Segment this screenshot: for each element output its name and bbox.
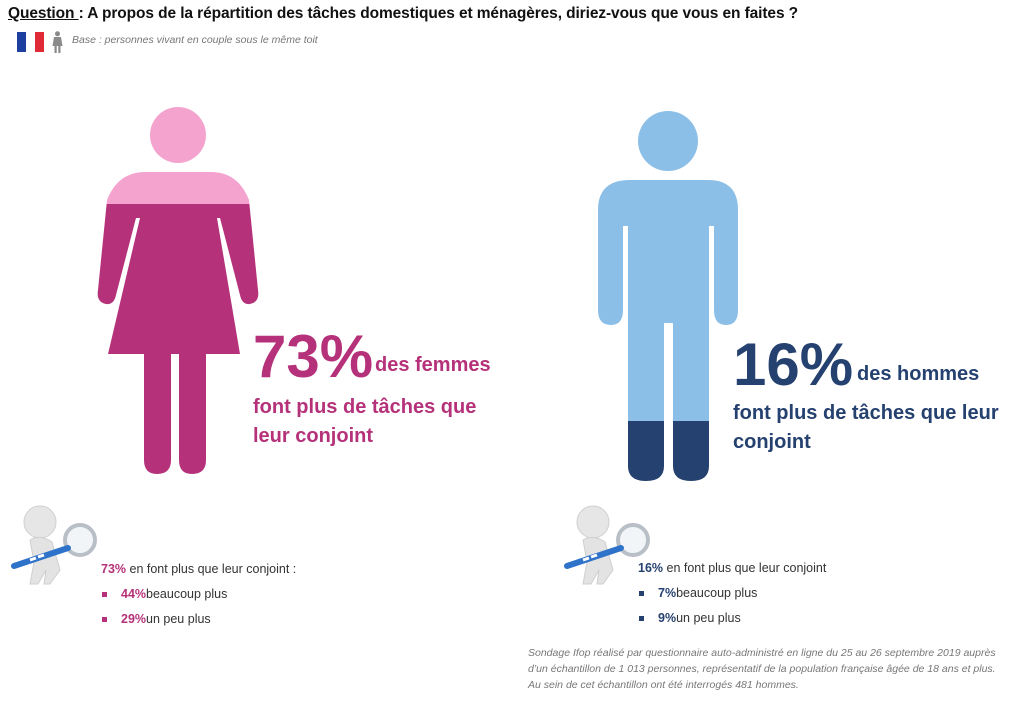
women-detail-headline: 73% en font plus que leur conjoint : <box>101 557 296 582</box>
men-percentage: 16% <box>733 331 854 398</box>
men-detail-headline: 16% en font plus que leur conjoint <box>638 556 826 581</box>
women-label: des femmes <box>375 354 491 376</box>
item-label: un peu plus <box>146 612 211 626</box>
item-pct: 7% <box>658 586 677 600</box>
item-pct: 9% <box>658 611 677 625</box>
survey-footnote: Sondage Ifop réalisé par questionnaire a… <box>528 647 996 691</box>
men-label: des hommes <box>857 363 980 385</box>
person-icon <box>52 31 63 53</box>
item-label: beaucoup plus <box>676 586 758 600</box>
bullet-icon <box>102 617 107 622</box>
women-detail-text: en font plus que leur conjoint : <box>126 562 297 576</box>
men-detail-pct: 16% <box>638 561 664 575</box>
list-item: 29% un peu plus <box>101 607 296 632</box>
men-subtitle: font plus de tâches que leur conjoint <box>733 402 999 453</box>
question-text: : A propos de la répartition des tâches … <box>78 5 799 22</box>
list-item: 44% beaucoup plus <box>101 582 296 607</box>
bullet-icon <box>639 591 644 596</box>
women-percentage: 73% <box>253 323 374 390</box>
men-detail: 16% en font plus que leur conjoint 7% be… <box>638 556 826 631</box>
magnifier-figure-icon <box>10 500 100 588</box>
magnifier-figure-icon <box>563 500 653 588</box>
bullet-icon <box>639 616 644 621</box>
women-detail: 73% en font plus que leur conjoint : 44%… <box>101 557 296 632</box>
question-label: Question <box>8 5 79 22</box>
france-flag-icon <box>17 32 44 52</box>
list-item: 7% beaucoup plus <box>638 581 826 606</box>
item-pct: 44% <box>121 587 147 601</box>
item-label: beaucoup plus <box>146 587 228 601</box>
list-item: 9% un peu plus <box>638 606 826 631</box>
item-label: un peu plus <box>676 611 741 625</box>
women-detail-pct: 73% <box>101 562 127 576</box>
bullet-icon <box>102 592 107 597</box>
men-detail-text: en font plus que leur conjoint <box>663 561 827 575</box>
question-title: Question : A propos de la répartition de… <box>8 5 798 23</box>
item-pct: 29% <box>121 612 147 626</box>
women-subtitle: font plus de tâches que leur conjoint <box>253 396 477 447</box>
base-text: Base : personnes vivant en couple sous l… <box>72 34 318 46</box>
